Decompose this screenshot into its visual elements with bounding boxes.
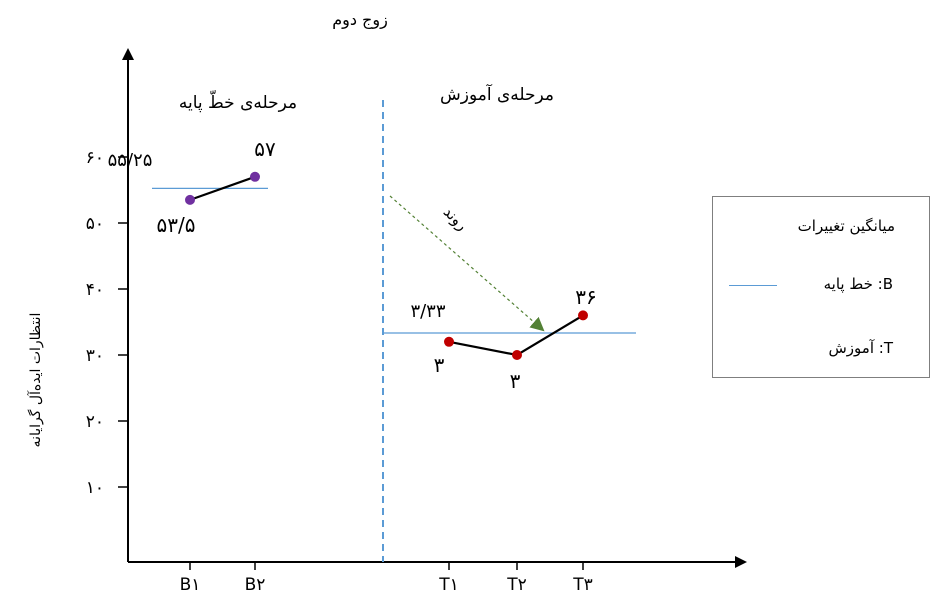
y-axis-label: انتظارات ایده‌آل گرایانه	[27, 313, 44, 448]
baseline-line	[189, 175, 256, 201]
training-point	[512, 350, 522, 360]
series-layer: B۱ B۲ T۱ T۲ T۳ ۵۵/۲۵ ۳/۳۳ ۵۳/۵ ۵۷ ۳ ۳ ۳۶	[108, 137, 636, 595]
chart-title: زوج دوم	[332, 10, 388, 30]
training-mean-label: ۳/۳۳	[410, 301, 445, 322]
training-line	[448, 314, 584, 357]
y-tick-label: ۴۰	[86, 280, 104, 300]
y-tick-label: ۶۰	[86, 148, 104, 168]
training-point	[444, 336, 454, 347]
baseline-data-label: ۵۷	[254, 137, 276, 161]
training-data-label: ۳	[510, 369, 521, 393]
baseline-point	[250, 171, 260, 182]
baseline-point	[185, 194, 195, 205]
y-tick-label: ۵۰	[86, 214, 104, 234]
trend-label: روند	[440, 203, 471, 234]
legend: میانگین تغییرات B: خط پایه T: آموزش	[712, 196, 930, 378]
baseline-mean-label: ۵۵/۲۵	[108, 150, 153, 171]
training-point	[578, 310, 588, 321]
training-data-label: ۳	[434, 353, 445, 377]
x-tick-label: T۳	[572, 575, 593, 595]
trend-arrow	[389, 195, 545, 332]
y-tick-label: ۲۰	[86, 412, 104, 432]
legend-item-training: T: آموزش	[828, 339, 894, 357]
baseline-data-label: ۵۳/۵	[157, 213, 196, 237]
x-tick-label: B۱	[180, 575, 201, 595]
training-phase-label: مرحله‌ی آموزش	[440, 83, 554, 105]
y-ticks: ۱۰ ۲۰ ۳۰ ۴۰ ۵۰ ۶۰	[86, 148, 128, 498]
y-tick-label: ۳۰	[86, 346, 104, 366]
x-tick-label: T۱	[438, 575, 459, 595]
legend-mean-line-swatch	[729, 285, 777, 286]
legend-item-baseline: B: خط پایه	[823, 275, 893, 293]
legend-title: میانگین تغییرات	[797, 217, 895, 235]
baseline-phase-label: مرحله‌ی خطّ پایه	[179, 89, 297, 113]
training-data-label: ۳۶	[575, 285, 596, 309]
x-tick-label: B۲	[245, 575, 266, 595]
x-tick-label: T۲	[506, 575, 527, 595]
y-tick-label: ۱۰	[86, 478, 104, 498]
